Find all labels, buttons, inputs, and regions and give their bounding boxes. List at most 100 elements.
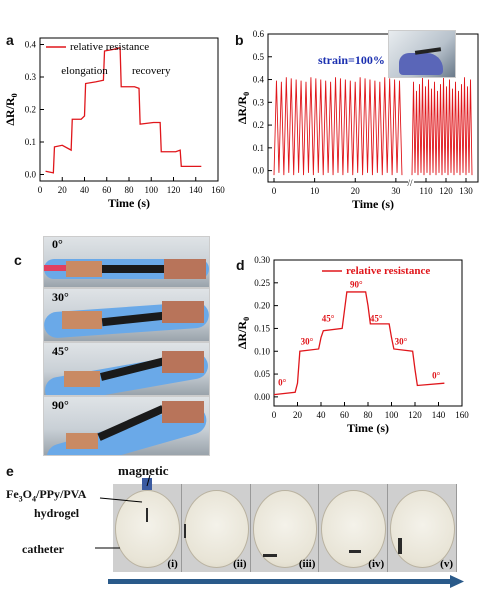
a-x-tick-label: 140 xyxy=(189,185,203,195)
d-angle-annotation: 0° xyxy=(432,371,441,381)
b-x-tick-label: 10 xyxy=(310,186,320,196)
dish-panel-2: (ii) xyxy=(181,484,251,572)
panel-label-a: a xyxy=(6,32,14,48)
bend-photo-45 xyxy=(43,342,210,396)
a-x-axis-label: Time (s) xyxy=(108,196,150,210)
petri-dish xyxy=(321,490,387,568)
bend-photo-30 xyxy=(43,288,210,342)
d-angle-annotation: 30° xyxy=(395,336,408,346)
dish-label: (v) xyxy=(440,558,453,570)
magnet-marker xyxy=(142,478,152,490)
chart-a: 0 20 40 60 80 100 120 140 160 0.0 0.1 0.2 0.3 0.4 Tim… xyxy=(3,37,225,210)
b-x-tick-label: 20 xyxy=(351,186,361,196)
dish-strip: (i) (ii) (iii) (iv) (v) xyxy=(113,484,457,572)
d-x-tick-label: 60 xyxy=(340,410,350,420)
dish-panel-5: (v) xyxy=(388,484,457,572)
b-x-tick-label: 0 xyxy=(272,186,277,196)
hydrogel-piece xyxy=(146,508,148,522)
strain-test-photo xyxy=(388,30,456,78)
a-annotation: elongation xyxy=(61,65,108,77)
a-series-line xyxy=(45,46,202,174)
angle-label-45: 45° xyxy=(52,344,69,358)
panel-label-c: c xyxy=(14,252,22,268)
a-x-tick-label: 0 xyxy=(38,185,43,195)
b-y-tick-label: 0.2 xyxy=(253,120,264,130)
d-angle-annotation: 0° xyxy=(278,377,287,387)
b-y-tick-label: 0.5 xyxy=(253,52,265,62)
label-magnetic: magnetic xyxy=(118,463,169,478)
b-y-tick-label: 0.4 xyxy=(253,75,265,85)
d-x-tick-label: 80 xyxy=(364,410,374,420)
b-axis-break-bottom: // xyxy=(407,178,413,188)
d-y-tick-label: 0.05 xyxy=(254,369,270,379)
dish-label: (i) xyxy=(167,558,178,570)
a-y-tick-label: 0.1 xyxy=(25,137,36,147)
hydrogel-piece xyxy=(349,550,362,553)
d-x-axis-label: Time (s) xyxy=(347,421,389,435)
angle-label-0: 0° xyxy=(52,237,63,251)
a-frame xyxy=(39,37,219,182)
dish-label: (ii) xyxy=(233,558,247,570)
d-x-tick-label: 20 xyxy=(293,410,303,420)
b-y-tick-label: 0.6 xyxy=(253,29,265,39)
d-y-tick-label: 0.30 xyxy=(254,255,270,265)
a-x-tick-label: 100 xyxy=(145,185,159,195)
chart-d: 0 20 40 60 80 100 120 140 160 0.00 0.05 0.10 0.15 0.2… xyxy=(235,255,469,435)
d-y-tick-label: 0.20 xyxy=(254,301,270,311)
b-annotation: strain=100% xyxy=(318,53,385,67)
dish-label: (iii) xyxy=(298,558,316,570)
d-x-tick-label: 160 xyxy=(455,410,469,420)
angle-label-30: 30° xyxy=(52,290,69,304)
b-series-line-right xyxy=(411,77,473,176)
hydrogel-piece xyxy=(398,538,403,554)
dish-panel-3: (iii) xyxy=(250,484,320,572)
a-y-tick-label: 0.2 xyxy=(25,105,36,115)
a-x-tick-label: 80 xyxy=(125,185,135,195)
b-y-tick-label: 0.0 xyxy=(253,166,265,176)
d-angle-annotation: 30° xyxy=(301,336,314,346)
d-y-tick-label: 0.15 xyxy=(254,323,270,333)
panel-label-d: d xyxy=(236,257,245,273)
d-x-tick-label: 140 xyxy=(432,410,446,420)
a-y-tick-label: 0.3 xyxy=(25,72,37,82)
a-x-tick-label: 40 xyxy=(80,185,90,195)
label-catheter: catheter xyxy=(22,542,64,556)
b-y-axis-label: ΔR/R0 xyxy=(236,92,251,124)
d-angle-annotation: 45° xyxy=(370,314,383,324)
b-x-tick-label: 110 xyxy=(419,186,433,196)
d-angle-annotation: 90° xyxy=(350,279,363,289)
d-series-line xyxy=(273,291,445,396)
a-x-tick-label: 20 xyxy=(58,185,68,195)
petri-dish xyxy=(183,490,249,568)
d-legend-label: relative resistance xyxy=(346,265,430,277)
d-y-tick-label: 0.10 xyxy=(254,346,270,356)
d-x-tick-label: 120 xyxy=(408,410,422,420)
glove-hand-shape xyxy=(399,53,443,75)
b-frame xyxy=(267,33,479,183)
a-x-tick-label: 120 xyxy=(167,185,181,195)
dish-label: (iv) xyxy=(368,558,385,570)
angle-label-90: 90° xyxy=(52,398,69,412)
hydrogel-piece xyxy=(262,554,277,557)
a-y-tick-label: 0.0 xyxy=(25,170,37,180)
a-annotation: recovery xyxy=(132,65,171,77)
bend-photo-90 xyxy=(43,396,210,456)
d-y-tick-label: 0.00 xyxy=(254,392,270,402)
a-y-tick-label: 0.4 xyxy=(25,40,37,50)
a-x-tick-label: 60 xyxy=(102,185,112,195)
d-y-tick-label: 0.25 xyxy=(254,278,270,288)
b-x-tick-label: 30 xyxy=(391,186,401,196)
b-x-axis-label: Time (s) xyxy=(352,197,394,211)
a-legend-label: relative resistance xyxy=(70,41,149,53)
b-x-tick-label: 130 xyxy=(459,186,473,196)
panel-label-e: e xyxy=(6,463,14,479)
d-x-tick-label: 40 xyxy=(317,410,327,420)
d-x-tick-label: 100 xyxy=(385,410,399,420)
d-x-tick-label: 0 xyxy=(272,410,277,420)
a-y-axis-label: ΔR/R0 xyxy=(3,93,19,125)
b-x-tick-label: 120 xyxy=(439,186,453,196)
dish-panel-4: (iv) xyxy=(319,484,389,572)
dish-panel-1: (i) xyxy=(113,484,182,572)
petri-dish xyxy=(390,490,455,568)
label-hydrogel: Fe3O4/PPy/PVA hydrogel xyxy=(6,487,87,521)
